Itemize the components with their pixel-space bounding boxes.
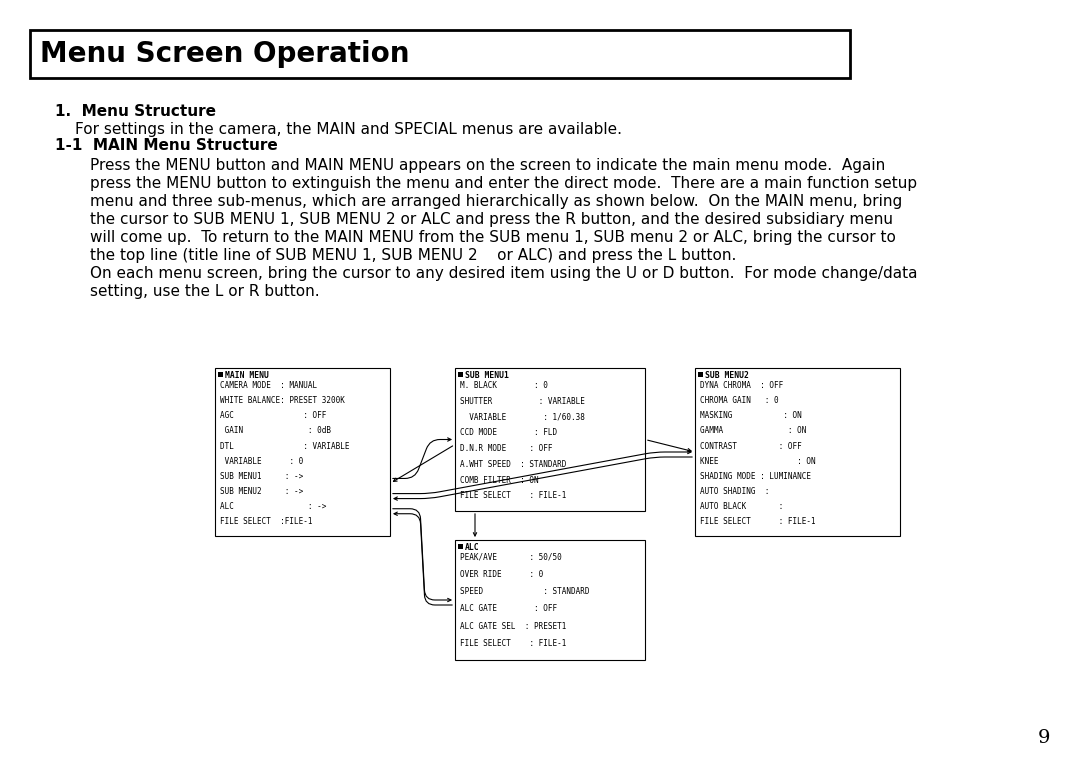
Bar [698,372,703,377]
Bar [458,372,463,377]
Bar [218,372,222,377]
Text: will come up.  To return to the MAIN MENU from the SUB menu 1, SUB menu 2 or ALC: will come up. To return to the MAIN MENU… [90,230,896,245]
Text: ALC                : ->: ALC : -> [220,502,326,511]
Text: 1.  Menu Structure: 1. Menu Structure [55,104,216,119]
Text: SUB MENU1     : ->: SUB MENU1 : -> [220,472,303,481]
Text: CAMERA MODE  : MANUAL: CAMERA MODE : MANUAL [220,381,318,390]
Bar [215,368,390,536]
Text: SHADING MODE : LUMINANCE: SHADING MODE : LUMINANCE [700,472,811,481]
Text: D.N.R MODE     : OFF: D.N.R MODE : OFF [460,444,553,453]
Text: FILE SELECT  :FILE-1: FILE SELECT :FILE-1 [220,517,312,527]
Text: ALC GATE SEL  : PRESET1: ALC GATE SEL : PRESET1 [460,622,566,631]
Text: WHITE BALANCE: PRESET 3200K: WHITE BALANCE: PRESET 3200K [220,396,345,405]
Text: SUB MENU2     : ->: SUB MENU2 : -> [220,487,303,496]
Text: ALC GATE        : OFF: ALC GATE : OFF [460,604,557,613]
Text: FILE SELECT      : FILE-1: FILE SELECT : FILE-1 [700,517,815,527]
Text: CHROMA GAIN   : 0: CHROMA GAIN : 0 [700,396,779,405]
Text: 9: 9 [1038,729,1050,747]
Text: MAIN MENU: MAIN MENU [225,371,269,380]
Text: SPEED             : STANDARD: SPEED : STANDARD [460,588,590,597]
Text: SUB MENU1: SUB MENU1 [465,371,509,380]
Text: GAMMA              : ON: GAMMA : ON [700,427,807,435]
Text: menu and three sub-menus, which are arranged hierarchically as shown below.  On : menu and three sub-menus, which are arra… [90,194,902,209]
Text: AUTO SHADING  :: AUTO SHADING : [700,487,769,496]
Text: AUTO BLACK       :: AUTO BLACK : [700,502,783,511]
Text: COMB FILTER  : ON: COMB FILTER : ON [460,475,539,485]
Text: CONTRAST         : OFF: CONTRAST : OFF [700,442,801,450]
Text: setting, use the L or R button.: setting, use the L or R button. [90,284,320,299]
Text: VARIABLE      : 0: VARIABLE : 0 [220,456,303,466]
Bar [458,544,463,549]
Text: M. BLACK        : 0: M. BLACK : 0 [460,381,548,390]
Text: press the MENU button to extinguish the menu and enter the direct mode.  There a: press the MENU button to extinguish the … [90,176,917,191]
Text: OVER RIDE      : 0: OVER RIDE : 0 [460,570,543,579]
Text: the top line (title line of SUB MENU 1, SUB MENU 2    or ALC) and press the L bu: the top line (title line of SUB MENU 1, … [90,248,737,263]
Text: CCD MODE        : FLD: CCD MODE : FLD [460,428,557,437]
Text: FILE SELECT    : FILE-1: FILE SELECT : FILE-1 [460,491,566,501]
Text: On each menu screen, bring the cursor to any desired item using the U or D butto: On each menu screen, bring the cursor to… [90,266,918,281]
Text: DYNA CHROMA  : OFF: DYNA CHROMA : OFF [700,381,783,390]
Text: A.WHT SPEED  : STANDARD: A.WHT SPEED : STANDARD [460,460,566,469]
Bar [696,368,900,536]
Bar [455,540,645,660]
Text: ALC: ALC [465,543,480,552]
Text: KNEE                 : ON: KNEE : ON [700,456,815,466]
Text: GAIN              : 0dB: GAIN : 0dB [220,427,330,435]
Text: AGC               : OFF: AGC : OFF [220,411,326,421]
Text: 1-1  MAIN Menu Structure: 1-1 MAIN Menu Structure [55,138,278,153]
Text: Press the MENU button and MAIN MENU appears on the screen to indicate the main m: Press the MENU button and MAIN MENU appe… [90,158,886,173]
Bar [30,30,850,78]
Text: FILE SELECT    : FILE-1: FILE SELECT : FILE-1 [460,639,566,648]
Text: SUB MENU2: SUB MENU2 [705,371,748,380]
Text: For settings in the camera, the MAIN and SPECIAL menus are available.: For settings in the camera, the MAIN and… [75,122,622,137]
Text: the cursor to SUB MENU 1, SUB MENU 2 or ALC and press the R button, and the desi: the cursor to SUB MENU 1, SUB MENU 2 or … [90,212,893,227]
Text: VARIABLE        : 1/60.38: VARIABLE : 1/60.38 [460,412,585,421]
Text: DTL               : VARIABLE: DTL : VARIABLE [220,442,350,450]
Text: MASKING           : ON: MASKING : ON [700,411,801,421]
Text: PEAK/AVE       : 50/50: PEAK/AVE : 50/50 [460,553,562,562]
Text: SHUTTER          : VARIABLE: SHUTTER : VARIABLE [460,397,585,406]
Bar [455,368,645,511]
Text: Menu Screen Operation: Menu Screen Operation [40,40,409,68]
